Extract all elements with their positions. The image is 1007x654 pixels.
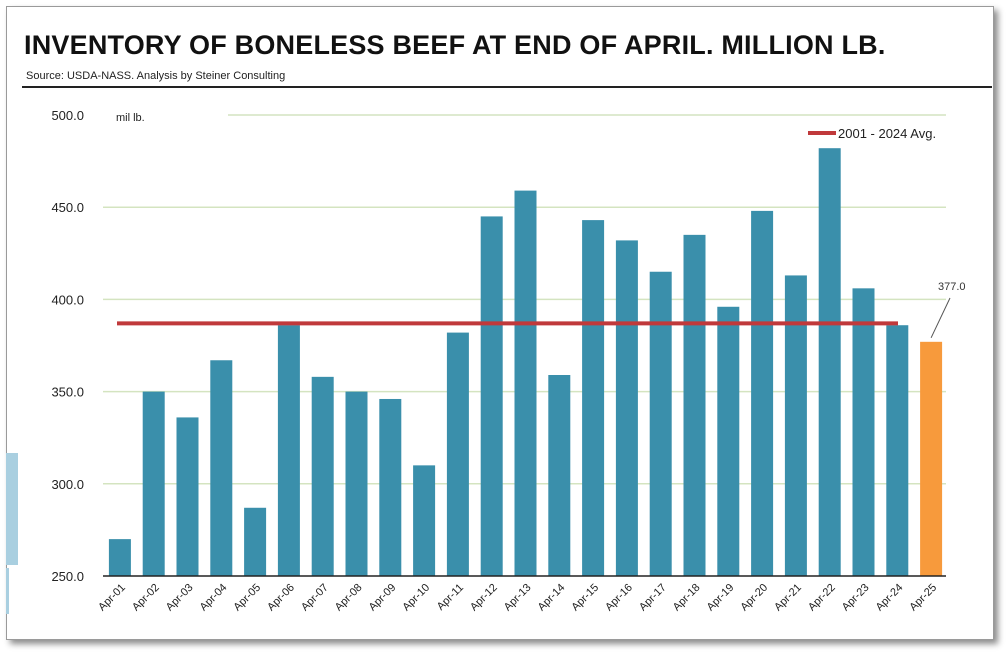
x-tick-label: Apr-14: [536, 582, 568, 614]
bar: [751, 210, 774, 576]
x-tick-label: Apr-07: [299, 582, 331, 614]
x-tick-label: Apr-10: [400, 582, 432, 614]
bar: [852, 288, 875, 576]
x-tick-label: Apr-18: [671, 582, 703, 614]
y-tick-label: 400.0: [51, 292, 84, 307]
x-tick-label: Apr-03: [164, 582, 196, 614]
bar: [886, 325, 909, 576]
bar: [446, 332, 469, 576]
bar: [311, 376, 334, 576]
x-tick-label: Apr-01: [96, 582, 128, 614]
y-tick-label: 250.0: [51, 569, 84, 584]
x-tick-label: Apr-17: [637, 582, 669, 614]
x-tick-label: Apr-12: [468, 582, 500, 614]
bar: [413, 465, 436, 576]
bar: [582, 220, 605, 576]
x-tick-label: Apr-25: [907, 582, 939, 614]
x-tick-label: Apr-13: [502, 582, 534, 614]
x-tick-label: Apr-20: [738, 582, 770, 614]
x-tick-label: Apr-21: [772, 582, 804, 614]
x-tick-label: Apr-06: [265, 582, 297, 614]
x-tick-label: Apr-08: [333, 582, 365, 614]
x-tick-label: Apr-11: [435, 582, 466, 613]
y-tick-label: 450.0: [51, 200, 84, 215]
y-tick-label: 300.0: [51, 477, 84, 492]
bar: [480, 216, 503, 577]
bar: [277, 325, 300, 576]
y-tick-label: 500.0: [51, 108, 84, 123]
x-tick-label: Apr-09: [367, 582, 399, 614]
bar: [176, 417, 199, 576]
annotation-leader-line: [930, 297, 951, 339]
bar: [142, 391, 165, 576]
side-decoration: [6, 453, 18, 565]
x-tick-label: Apr-02: [130, 582, 162, 614]
x-tick-label: Apr-22: [806, 582, 838, 614]
x-tick-label: Apr-04: [198, 582, 230, 614]
bar: [108, 539, 131, 576]
bar: [649, 271, 672, 576]
bar-highlight: [920, 341, 943, 576]
side-decoration-lower: [6, 568, 9, 614]
bar: [345, 391, 368, 576]
bar: [379, 398, 402, 576]
chart-source: Source: USDA-NASS. Analysis by Steiner C…: [26, 70, 286, 82]
chart-title: INVENTORY OF BONELESS BEEF AT END OF APR…: [24, 30, 886, 60]
bar: [784, 275, 807, 576]
x-tick-label: Apr-23: [840, 582, 872, 614]
y-axis-unit-label: mil lb.: [116, 112, 145, 124]
bar: [683, 234, 706, 577]
bar: [548, 375, 571, 576]
title-rule: [22, 86, 992, 88]
x-tick-label: Apr-24: [874, 582, 906, 614]
y-tick-label: 350.0: [51, 385, 84, 400]
x-tick-label: Apr-16: [603, 582, 635, 614]
legend-average-label: 2001 - 2024 Avg.: [838, 126, 936, 141]
bar: [210, 360, 233, 576]
annotation-label: 377.0: [938, 281, 966, 293]
bar: [818, 148, 841, 576]
x-tick-label: Apr-15: [569, 582, 601, 614]
x-tick-label: Apr-05: [231, 582, 263, 614]
bar: [514, 190, 537, 576]
bar: [244, 507, 267, 576]
x-tick-label: Apr-19: [705, 582, 737, 614]
bar: [615, 240, 638, 576]
bar: [717, 306, 740, 576]
